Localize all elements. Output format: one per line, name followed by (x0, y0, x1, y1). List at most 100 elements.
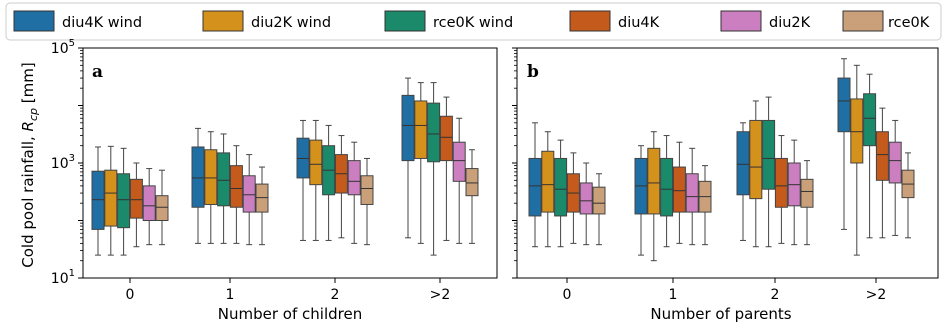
box-plot (660, 135, 674, 248)
box-body (774, 157, 788, 208)
x-tick-label: 2 (771, 287, 780, 303)
box-plot (888, 119, 902, 236)
box-plot (592, 173, 606, 246)
box-body (242, 175, 256, 213)
box-body (229, 165, 243, 208)
box-plot (217, 133, 231, 244)
box-plot (762, 96, 776, 248)
legend-swatch (720, 10, 762, 32)
box-plot (837, 58, 851, 230)
box-body (850, 98, 864, 164)
x-tick-label: >2 (866, 287, 887, 303)
box-plot (452, 117, 466, 244)
legend-label: diu2K wind (251, 15, 331, 31)
legend-swatch (569, 10, 611, 32)
box-plot (255, 166, 269, 246)
box-body (347, 160, 361, 196)
box-body (888, 141, 902, 184)
panel-a-label: a (92, 62, 103, 82)
box-body (800, 178, 814, 208)
box-plot (554, 139, 568, 248)
box-plot (672, 141, 686, 244)
legend-label: diu2K (769, 15, 811, 31)
box-body (142, 185, 156, 221)
box-plot (427, 82, 441, 256)
box-plot (698, 165, 712, 246)
box-body (685, 173, 699, 213)
box-body (837, 77, 851, 133)
legend-swatch (13, 10, 55, 32)
box-body (91, 170, 105, 230)
panel-b-frame (516, 47, 939, 279)
box-plot (360, 157, 374, 246)
box-body (762, 119, 776, 190)
box-plot (242, 154, 256, 246)
box-plot (117, 147, 131, 256)
box-plot (204, 131, 218, 244)
y-tick-label: 105 (51, 38, 75, 57)
legend-label: diu4K (618, 15, 660, 31)
box-body (129, 178, 143, 219)
box-body (452, 141, 466, 182)
box-plot (91, 146, 105, 256)
legend-label: rce0K (888, 15, 930, 31)
box-body (439, 115, 453, 162)
box-body (863, 93, 877, 147)
panel-a: a Number of children 0 1 2 >2 101 103 105 (51, 38, 498, 323)
box-body (360, 175, 374, 205)
box-body (554, 157, 568, 217)
legend-swatch (384, 10, 426, 32)
x-tick-label: 0 (126, 287, 135, 303)
box-body (217, 152, 231, 207)
box-body (104, 169, 118, 227)
panel-a-x-axis-label: Number of children (218, 305, 362, 323)
box-body (592, 186, 606, 215)
box-body (465, 168, 479, 197)
box-plot (736, 122, 750, 241)
panel-b-label: b (527, 62, 539, 82)
box-plot (191, 127, 205, 244)
box-plot (685, 147, 699, 246)
legend-swatch (202, 10, 244, 32)
panel-b: b Number of parents 0 1 2 >2 (512, 47, 939, 323)
box-plot (800, 160, 814, 246)
box-body (579, 182, 593, 215)
box-plot (439, 96, 453, 241)
box-body (875, 131, 889, 181)
box-plot (749, 100, 763, 248)
box-body (672, 166, 686, 213)
x-tick-label: 1 (669, 287, 678, 303)
box-plot (634, 145, 648, 256)
box-body (401, 94, 415, 162)
box-plot (465, 149, 479, 244)
box-body (414, 100, 428, 159)
box-plot (309, 119, 323, 241)
box-body (736, 131, 750, 196)
box-plot (566, 152, 580, 244)
box-body (427, 102, 441, 163)
box-plot (347, 141, 361, 244)
box-body (309, 139, 323, 186)
box-plot (875, 107, 889, 239)
y-tick-label: 103 (51, 153, 75, 172)
y-tick-label: 101 (51, 268, 75, 287)
box-plot (322, 124, 336, 241)
box-body (660, 157, 674, 217)
x-tick-label: 1 (226, 287, 235, 303)
box-plot (155, 169, 169, 246)
box-plot (401, 77, 415, 239)
box-body (204, 149, 218, 205)
box-plot (104, 145, 118, 256)
x-tick-label: >2 (430, 287, 451, 303)
box-plot (850, 64, 864, 256)
box-plot (334, 135, 348, 239)
panel-b-x-axis-label: Number of parents (650, 305, 791, 323)
box-plot (528, 122, 542, 248)
legend: diu4K wind diu2K wind rce0K wind diu4K diu2K… (5, 2, 942, 41)
box-body (528, 157, 542, 217)
y-axis-label: Cold pool rainfall, Rcp [mm] (19, 62, 40, 267)
legend-label: diu4K wind (62, 15, 142, 31)
box-body (647, 147, 661, 215)
box-plot (541, 131, 555, 248)
box-plot (647, 131, 661, 262)
